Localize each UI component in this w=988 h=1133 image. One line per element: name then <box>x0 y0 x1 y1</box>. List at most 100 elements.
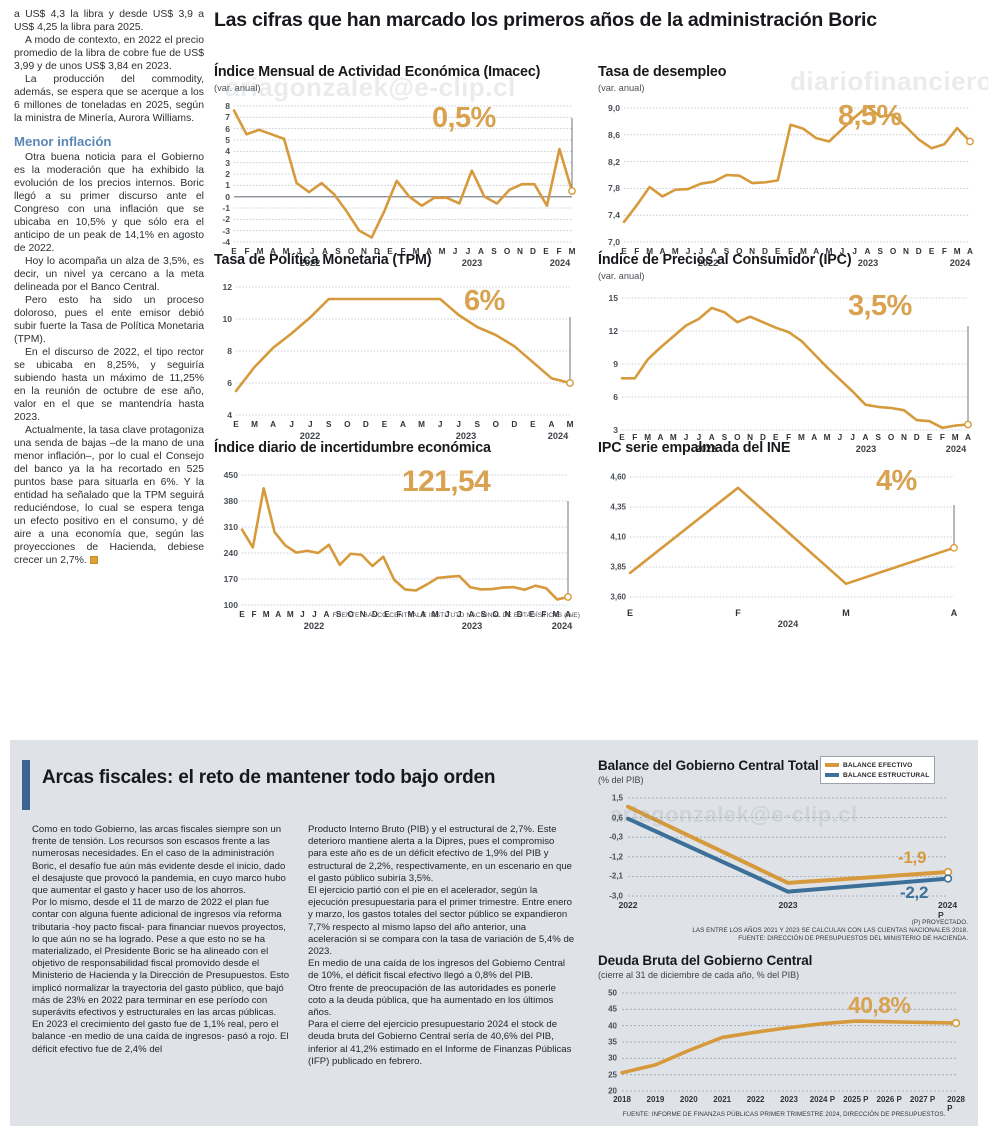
x-axis-tick-label: O <box>503 247 511 256</box>
x-axis-year-label: 2024 <box>547 431 569 441</box>
y-axis-tick-label: 8,2 <box>608 156 620 167</box>
x-axis-tick-label: F <box>556 247 562 256</box>
x-axis-year-labels: 2022 2023 2024 <box>598 258 982 270</box>
end-of-article-mark <box>89 556 98 564</box>
y-axis-tick-label: 8 <box>225 101 230 111</box>
x-axis-tick-label: D <box>530 247 536 256</box>
chart-title: Índice Mensual de Actividad Económica (I… <box>214 64 541 80</box>
article-paragraph: Hoy lo acompaña un alza de 3,5%, es deci… <box>14 256 204 293</box>
bottom-article-column-b: Producto Interno Bruto (PIB) y el estruc… <box>308 824 576 1068</box>
legend-swatch <box>825 773 839 777</box>
chart-source-note: FUENTE: BANCO CENTRAL E INSTITUTO NACION… <box>332 612 580 619</box>
legend-item: BALANCE EFECTIVO <box>825 760 929 770</box>
article-last-paragraph: Actualmente, la tasa clave protagoniza u… <box>14 424 204 567</box>
legend-swatch <box>825 763 839 767</box>
bottom-paragraph: Para el cierre del ejercicio presupuesta… <box>308 1019 572 1067</box>
x-axis-tick-label: M <box>797 433 805 442</box>
x-axis-tick-label: E <box>239 610 245 619</box>
x-axis-tick-label: F <box>396 610 402 619</box>
x-axis-tick-label: M <box>646 247 654 256</box>
x-axis-year-label: 2024 <box>949 258 971 268</box>
x-axis-year-labels: 2022 2023 2024 <box>598 444 982 456</box>
x-axis-tick-label: 2022 <box>746 1095 765 1104</box>
x-axis-tick-label: D <box>362 420 369 429</box>
x-axis-tick-label: J <box>307 420 313 429</box>
x-axis-tick-label: J <box>457 610 462 619</box>
chart-tpm: Tasa de Política Monetaria (TPM) 12 10 8 6 4 E… <box>214 252 580 443</box>
y-axis-tick-label: 9,0 <box>608 103 620 113</box>
x-axis-tick-label: N <box>361 247 367 256</box>
x-axis-tick-label: A <box>270 247 276 256</box>
x-axis-year-labels: 2022 2023 2024 <box>214 258 580 270</box>
y-axis-tick-label: 7 <box>225 112 230 123</box>
y-axis-tick-label: 10 <box>222 314 232 324</box>
x-axis-tick-label: A <box>400 420 406 429</box>
x-axis-tick-label: A <box>811 433 818 442</box>
legend-item: BALANCE ESTRUCTURAL <box>825 770 929 780</box>
bottom-paragraph: Como en todo Gobierno, las arcas fiscale… <box>32 824 286 897</box>
x-axis-year-labels: 2024 <box>598 619 982 631</box>
x-axis-year-label: 2023 <box>455 431 477 441</box>
y-axis-tick-label: 50 <box>608 988 617 998</box>
x-axis-tick-label: D <box>516 610 523 619</box>
x-axis-tick-label: E <box>926 433 933 442</box>
y-axis-tick-label: 12 <box>608 326 618 336</box>
chart-plot-area: 4,60 4,35 4,10 3,85 3,60 E F M A 4% <box>598 461 982 619</box>
article-paragraph: A modo de contexto, en 2022 el precio pr… <box>14 35 204 72</box>
x-axis-tick-label: N <box>902 247 909 256</box>
bottom-paragraph: Otro frente de preocupación de las autor… <box>308 982 556 1019</box>
x-axis-tick-label: J <box>289 420 294 429</box>
x-axis-tick-label: D <box>759 433 766 442</box>
x-axis-tick-label: 2024 P <box>938 900 958 920</box>
x-axis-year-label: 2024 <box>777 619 799 629</box>
chart-subtitle: (var. anual) <box>598 271 645 281</box>
x-axis-tick-label: O <box>887 433 895 442</box>
y-axis-tick-label: -3,0 <box>609 891 623 901</box>
x-axis-year-label: 2023 <box>461 258 483 268</box>
x-axis-tick-label: D <box>511 420 518 429</box>
bottom-paragraph: En medio de una caída de los ingresos de… <box>308 958 566 982</box>
x-axis-tick-label: S <box>335 247 341 256</box>
y-axis-tick-label: -2,1 <box>609 871 623 881</box>
x-axis-tick-label: M <box>951 433 959 442</box>
y-axis-tick-label: 9 <box>613 359 618 369</box>
x-axis-year-label: 2023 <box>461 621 483 631</box>
x-axis-tick-label: N <box>749 247 756 256</box>
y-axis-tick-label: 7,0 <box>608 237 620 247</box>
x-axis-tick-label: 2024 P <box>809 1095 836 1104</box>
x-axis-tick-label: F <box>632 433 638 442</box>
chart-note: LAS ENTRE LOS AÑOS 2021 Y 2023 SE CALCUL… <box>692 927 968 934</box>
x-axis-tick-label: J <box>296 247 302 256</box>
x-axis-year-label: 2024 <box>549 258 571 268</box>
chart-deuda-bruta: Deuda Bruta del Gobierno Central (cierre … <box>598 953 970 1119</box>
x-axis-tick-label: E <box>775 247 781 256</box>
x-axis-tick-label: E <box>626 608 634 618</box>
y-axis-tick-label: 4 <box>227 410 232 420</box>
bottom-paragraph: En 2023 el crecimiento del gasto fue de … <box>32 1019 289 1055</box>
series-end-label-efectivo: -1,9 <box>898 848 927 868</box>
x-axis-tick-label: E <box>387 247 393 256</box>
y-axis-tick-label: -2 <box>222 214 230 225</box>
x-axis-tick-label: D <box>915 247 922 256</box>
x-axis-tick-label: N <box>517 247 523 256</box>
chart-title: IPC serie empalmada del INE <box>598 440 791 456</box>
x-axis-tick-label: M <box>825 247 833 256</box>
chart-plot-area: 12 10 8 6 4 E M A J J S O D E A M J J S O D E A M 6% <box>214 273 580 431</box>
y-axis-tick-label: 8 <box>227 346 232 356</box>
y-axis-tick-label: 30 <box>608 1053 617 1063</box>
y-axis-tick-label: 3,60 <box>610 592 626 602</box>
article-paragraph: a US$ 4,3 la libra y desde US$ 3,9 a US$… <box>14 9 204 33</box>
x-axis-tick-label: N <box>900 433 907 442</box>
x-axis-tick-label: 2019 <box>646 1095 665 1104</box>
x-axis-tick-label: 2028 P <box>947 1095 965 1113</box>
x-axis-tick-label: O <box>492 420 499 429</box>
x-axis-tick-label: O <box>492 610 499 619</box>
y-axis-tick-label: 1 <box>225 180 230 191</box>
y-axis-tick-label: 4 <box>225 146 230 157</box>
x-axis-tick-label: M <box>251 420 258 429</box>
y-axis-tick-label: 6 <box>225 123 230 134</box>
y-axis-tick-label: 450 <box>223 470 238 480</box>
x-axis-tick-label: S <box>326 420 332 429</box>
y-axis-tick-label: -1,2 <box>609 852 623 862</box>
